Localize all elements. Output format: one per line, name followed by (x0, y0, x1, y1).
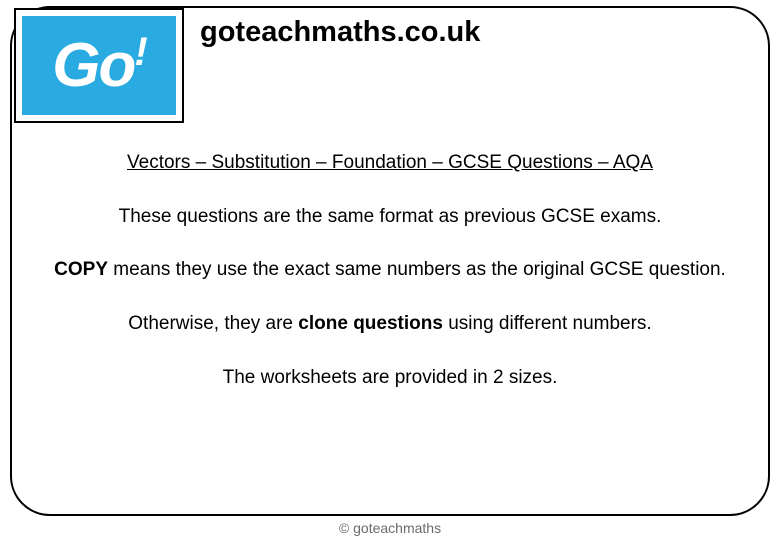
clone-keyword: clone questions (298, 313, 443, 334)
intro-line-1: These questions are the same format as p… (10, 204, 770, 230)
intro-line-2: COPY means they use the exact same numbe… (10, 257, 770, 283)
logo-go: Go (52, 31, 134, 100)
logo-bang: ! (134, 30, 145, 74)
intro-line-3: Otherwise, they are clone questions usin… (10, 311, 770, 337)
page-title: Vectors – Substitution – Foundation – GC… (10, 150, 770, 176)
intro-line-2-post: means they use the exact same numbers as… (108, 259, 726, 280)
content-area: Vectors – Substitution – Foundation – GC… (10, 150, 770, 418)
logo-box: Go! (14, 8, 184, 123)
intro-line-4: The worksheets are provided in 2 sizes. (10, 365, 770, 391)
logo-background: Go! (22, 16, 176, 115)
brand-title: goteachmaths.co.uk (200, 16, 480, 49)
footer-copyright: © goteachmaths (0, 520, 780, 536)
intro-line-3-pre: Otherwise, they are (128, 313, 298, 334)
logo-text: Go! (52, 30, 145, 101)
copy-keyword: COPY (54, 259, 108, 280)
intro-line-3-post: using different numbers. (443, 313, 652, 334)
